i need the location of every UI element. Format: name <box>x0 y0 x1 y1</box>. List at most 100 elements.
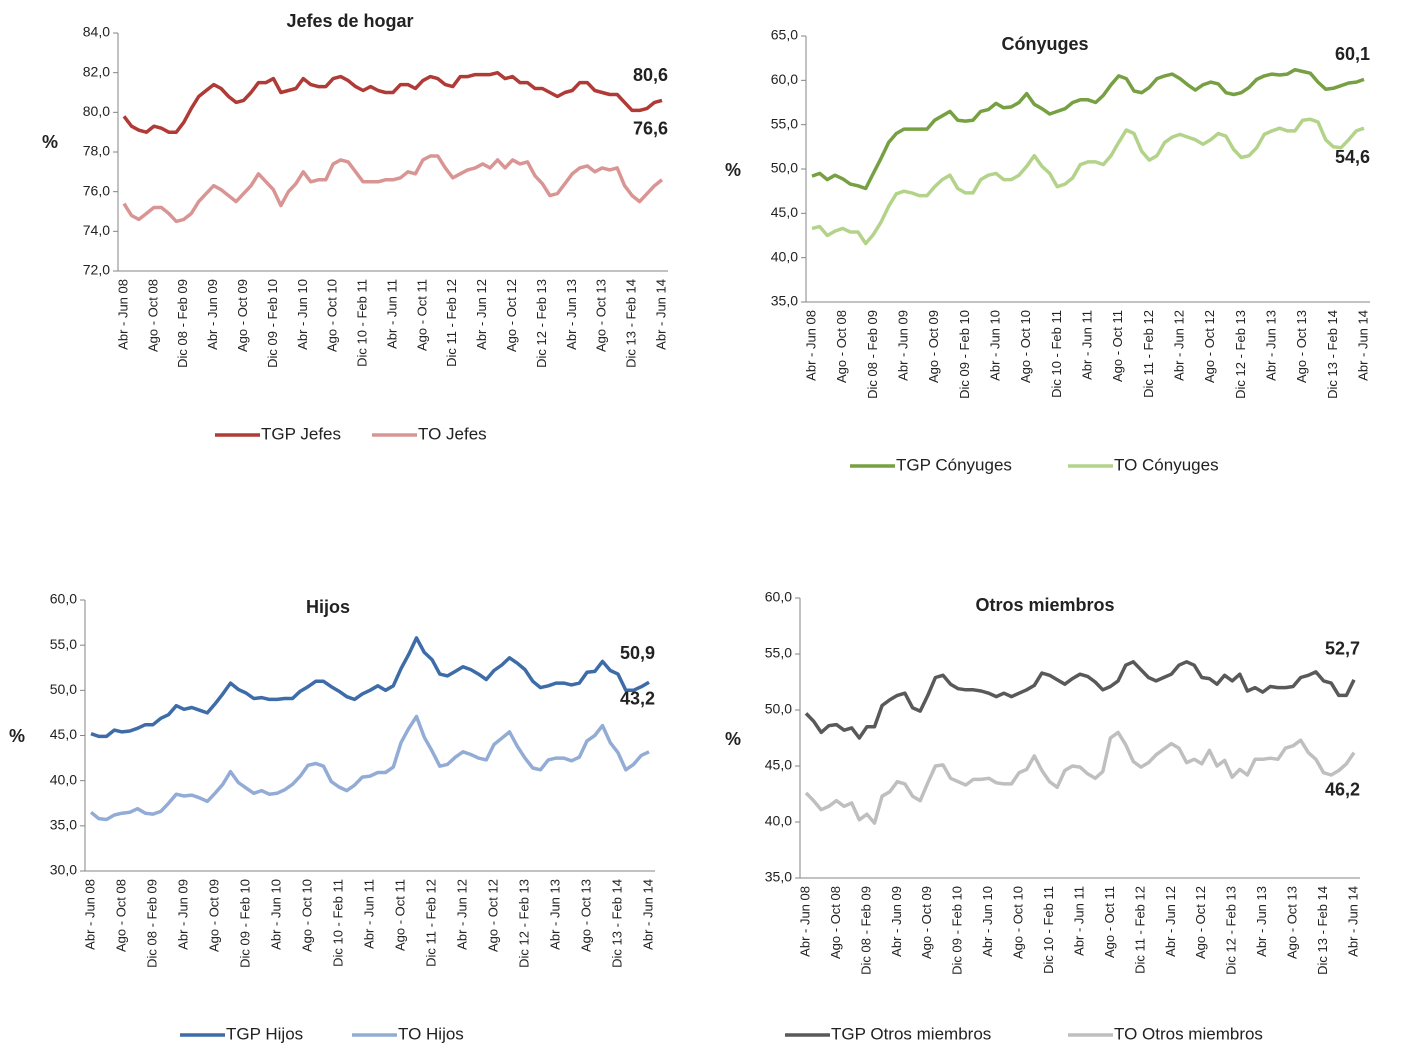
chart-title: Hijos <box>306 597 350 617</box>
x-tick-label: Ago - Oct 12 <box>504 279 519 352</box>
x-tick-label: Abr - Jun 13 <box>1263 310 1278 381</box>
x-tick-label: Abr - Jun 11 <box>1071 886 1086 956</box>
y-tick-label: 45,0 <box>765 757 792 773</box>
series-line <box>811 117 1365 246</box>
x-tick-label: Ago - Oct 10 <box>1018 310 1033 383</box>
legend-label: TO Jefes <box>418 424 487 443</box>
y-tick-label: 35,0 <box>765 869 792 885</box>
legend-label: TGP Jefes <box>261 424 341 443</box>
x-tick-label: Ago - Oct 12 <box>1193 886 1208 959</box>
series-line <box>804 660 1356 740</box>
x-tick-label: Abr - Jun 10 <box>295 279 310 350</box>
x-tick-label: Ago - Oct 10 <box>299 879 314 952</box>
x-tick-label: Dic 12 - Feb 13 <box>516 879 531 968</box>
x-tick-label: Dic 09 - Feb 10 <box>957 310 972 399</box>
y-tick-label: 50,0 <box>50 681 77 697</box>
x-tick-label: Abr - Jun 13 <box>1254 886 1269 957</box>
x-tick-label: Abr - Jun 12 <box>474 279 489 350</box>
x-tick-label: Abr - Jun 08 <box>82 879 97 950</box>
x-tick-label: Ago - Oct 09 <box>919 886 934 959</box>
y-axis-label: % <box>725 160 741 180</box>
x-tick-label: Dic 08 - Feb 09 <box>144 879 159 968</box>
x-tick-label: Abr - Jun 12 <box>1163 886 1178 957</box>
x-tick-label: Ago - Oct 13 <box>1285 886 1300 959</box>
x-tick-label: Dic 09 - Feb 10 <box>950 886 965 975</box>
x-tick-label: Abr - Jun 08 <box>797 886 812 957</box>
x-tick-label: Ago - Oct 08 <box>828 886 843 959</box>
x-tick-label: Dic 10 - Feb 11 <box>1041 886 1056 974</box>
y-tick-label: 30,0 <box>50 862 77 878</box>
series-line <box>90 636 650 739</box>
y-tick-label: 60,0 <box>771 71 798 87</box>
y-tick-label: 74,0 <box>83 222 110 238</box>
x-tick-label: Ago - Oct 11 <box>1102 886 1117 958</box>
legend-label: TO Otros miembros <box>1114 1024 1263 1043</box>
x-tick-label: Dic 11 - Feb 12 <box>1141 310 1156 398</box>
x-tick-label: Dic 08 - Feb 09 <box>858 886 873 975</box>
x-tick-label: Ago - Oct 08 <box>834 310 849 383</box>
x-tick-label: Abr - Jun 09 <box>889 886 904 957</box>
x-tick-label: Abr - Jun 11 <box>1079 310 1094 380</box>
x-tick-label: Abr - Jun 12 <box>1171 310 1186 381</box>
legend-label: TGP Otros miembros <box>831 1024 991 1043</box>
value-label: 80,6 <box>633 65 668 85</box>
x-tick-label: Abr - Jun 10 <box>987 310 1002 381</box>
chart-title: Jefes de hogar <box>286 11 413 31</box>
x-tick-label: Abr - Jun 09 <box>175 879 190 950</box>
legend-label: TO Hijos <box>398 1024 464 1043</box>
series-line <box>122 70 663 134</box>
y-tick-label: 60,0 <box>765 589 792 605</box>
x-tick-label: Abr - Jun 14 <box>640 879 655 950</box>
value-label: 52,7 <box>1325 639 1360 659</box>
value-label: 50,9 <box>620 643 655 663</box>
x-tick-label: Ago - Oct 13 <box>1294 310 1309 383</box>
x-tick-label: Abr - Jun 13 <box>547 879 562 950</box>
x-tick-label: Ago - Oct 09 <box>235 279 250 352</box>
x-tick-label: Abr - Jun 12 <box>454 879 469 950</box>
x-tick-label: Dic 08 - Feb 09 <box>175 279 190 368</box>
series-line <box>122 154 664 224</box>
x-tick-label: Abr - Jun 14 <box>1355 310 1370 381</box>
x-tick-label: Dic 11 - Feb 12 <box>444 279 459 367</box>
x-tick-label: Dic 09 - Feb 10 <box>265 279 280 368</box>
x-tick-label: Abr - Jun 11 <box>361 879 376 949</box>
chart-title: Cónyuges <box>1001 34 1088 54</box>
y-tick-label: 45,0 <box>50 726 77 742</box>
x-tick-label: Dic 12 - Feb 13 <box>1224 886 1239 975</box>
x-tick-label: Dic 13 - Feb 14 <box>609 879 624 968</box>
x-tick-label: Dic 08 - Feb 09 <box>865 310 880 399</box>
x-tick-label: Abr - Jun 09 <box>205 279 220 350</box>
x-tick-label: Abr - Jun 08 <box>115 279 130 350</box>
series-line <box>811 67 1365 191</box>
legend-label: TGP Cónyuges <box>896 455 1012 474</box>
y-tick-label: 76,0 <box>83 182 110 198</box>
value-label: 54,6 <box>1335 147 1370 167</box>
x-tick-label: Abr - Jun 11 <box>384 279 399 349</box>
x-tick-label: Dic 13 - Feb 14 <box>1315 886 1330 975</box>
y-tick-label: 82,0 <box>83 63 110 79</box>
y-tick-label: 84,0 <box>83 24 110 40</box>
y-tick-label: 50,0 <box>765 701 792 717</box>
y-axis-label: % <box>42 132 58 152</box>
x-tick-label: Dic 12 - Feb 13 <box>1233 310 1248 399</box>
x-tick-label: Abr - Jun 14 <box>1345 886 1360 957</box>
series-line <box>804 730 1356 825</box>
value-label: 60,1 <box>1335 44 1370 64</box>
x-tick-label: Dic 10 - Feb 11 <box>330 879 345 967</box>
y-tick-label: 60,0 <box>50 591 77 607</box>
y-tick-label: 45,0 <box>771 204 798 220</box>
x-tick-label: Abr - Jun 10 <box>980 886 995 957</box>
value-label: 76,6 <box>633 119 668 139</box>
x-tick-label: Ago - Oct 09 <box>206 879 221 952</box>
x-tick-label: Ago - Oct 12 <box>485 879 500 952</box>
x-tick-label: Ago - Oct 12 <box>1202 310 1217 383</box>
x-tick-label: Dic 10 - Feb 11 <box>355 279 370 367</box>
y-tick-label: 40,0 <box>771 248 798 264</box>
legend-label: TO Cónyuges <box>1114 455 1219 474</box>
value-label: 46,2 <box>1325 779 1360 799</box>
x-tick-label: Dic 13 - Feb 14 <box>1325 310 1340 399</box>
x-tick-label: Abr - Jun 13 <box>564 279 579 350</box>
x-tick-label: Ago - Oct 10 <box>325 279 340 352</box>
x-tick-label: Dic 11 - Feb 12 <box>1132 886 1147 974</box>
